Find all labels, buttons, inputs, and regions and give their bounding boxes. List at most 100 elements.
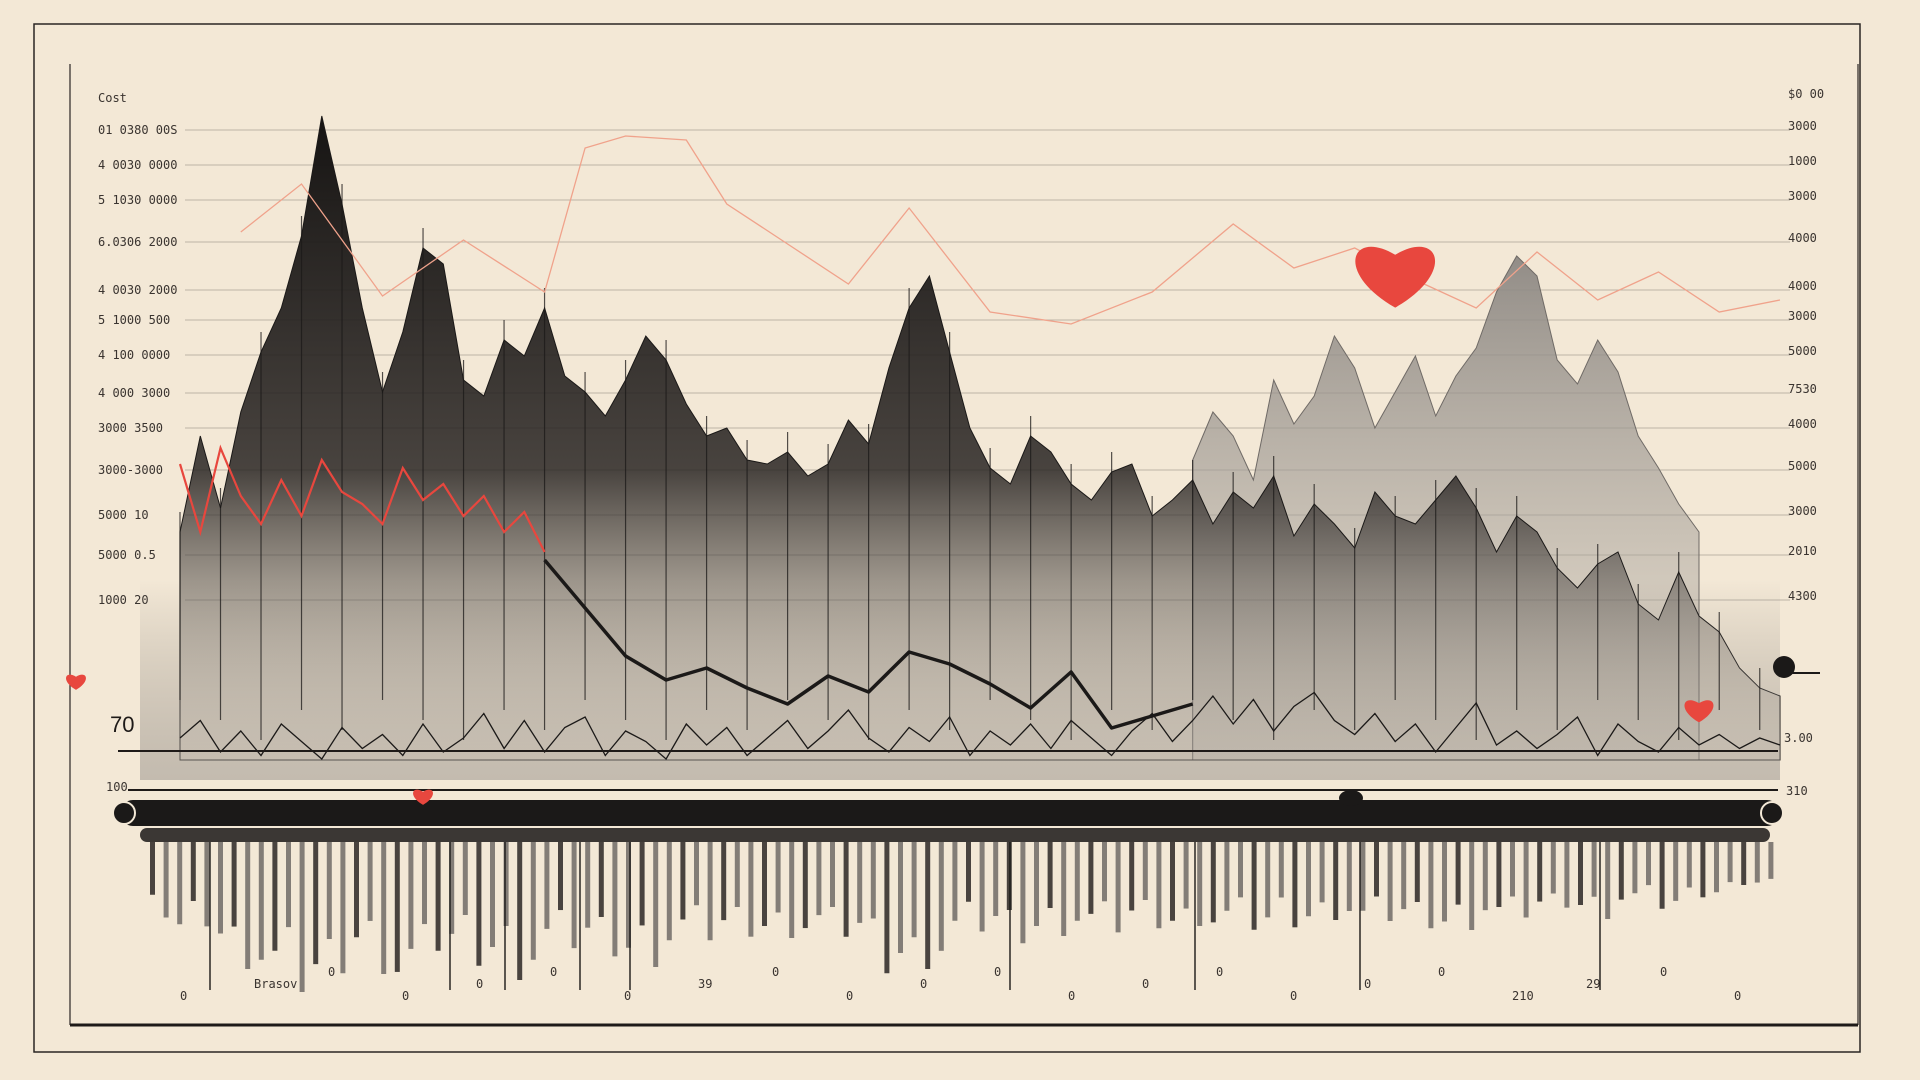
bottom-bar-series (150, 842, 1774, 992)
accent-line-series (178, 444, 546, 553)
bottom-bar (694, 842, 699, 906)
vertical-spikes (179, 184, 1761, 740)
bottom-bar (626, 842, 631, 948)
bottom-bar (394, 842, 400, 972)
left-tick-label: 5000 0.5 (98, 548, 156, 562)
bottom-bar (299, 842, 305, 992)
zigzag-series (179, 691, 1781, 761)
bottom-bar (816, 842, 822, 916)
bottom-bar (1618, 842, 1624, 900)
bottom-bar (1537, 842, 1543, 902)
bottom-bar (435, 842, 441, 951)
bottom-bar (1156, 842, 1162, 929)
bottom-label: 0 (1290, 989, 1297, 1003)
bottom-label: 0 (1660, 965, 1667, 979)
bottom-label: 0 (624, 989, 631, 1003)
bottom-bar (1673, 842, 1679, 901)
bottom-bar (367, 842, 373, 921)
bottom-bar (1414, 842, 1420, 902)
right-tick-label: 4000 (1788, 279, 1817, 293)
bottom-label: 0 (994, 965, 1001, 979)
bottom-bar (1482, 842, 1488, 911)
bottom-bar (1401, 842, 1407, 910)
bottom-bar (1686, 842, 1692, 888)
bottom-bar (530, 842, 536, 960)
bottom-bar (272, 842, 278, 951)
bottom-bar (1047, 842, 1053, 908)
bottom-bar (1088, 842, 1094, 914)
bottom-bar (598, 842, 604, 917)
bottom-label: 0 (1142, 977, 1149, 991)
bottom-bar (1714, 842, 1719, 893)
bottom-bar (1754, 842, 1760, 883)
left-tick-label: 1000 20 (98, 593, 149, 607)
bottom-bar (1659, 842, 1665, 909)
left-tick-label: 5 1030 0000 (98, 193, 177, 207)
bottom-bar (1129, 842, 1135, 911)
bottom-bar (830, 842, 835, 907)
bottom-bar (326, 842, 332, 939)
timeline-left-knob (112, 801, 136, 825)
bottom-bar (993, 842, 999, 916)
bottom-bar (286, 842, 291, 928)
bottom-bar (449, 842, 455, 934)
bottom-bar (1251, 842, 1257, 930)
bottom-bar (1306, 842, 1311, 917)
bottom-bar (1142, 842, 1148, 900)
bottom-bar (313, 842, 319, 965)
bottom-label: 0 (772, 965, 779, 979)
bottom-bar (517, 842, 523, 980)
bottom-label: 210 (1512, 989, 1534, 1003)
bottom-bar (408, 842, 414, 949)
lower-right-label-2: 310 (1786, 784, 1808, 798)
right-tick-label: 3000 (1788, 119, 1817, 133)
bottom-label: Brasov (254, 977, 297, 991)
bottom-label: 0 (1364, 977, 1371, 991)
bottom-label: 0 (328, 965, 335, 979)
right-tick-label: 1000 (1788, 154, 1817, 168)
bottom-bar (544, 842, 550, 929)
lower-right-label-1: 3.00 (1784, 731, 1813, 745)
bottom-bar (1387, 842, 1393, 921)
left-tick-label: 5000 10 (98, 508, 149, 522)
bottom-bar (979, 842, 985, 932)
bottom-bar (775, 842, 781, 913)
right-tick-labels: $0 00 3000 1000 3000 4000 4000 3000 5000 7530 400… (1788, 87, 1824, 603)
bottom-bar (1741, 842, 1747, 885)
heart-marker (413, 789, 434, 805)
bottom-bar (354, 842, 359, 938)
bottom-bar (1224, 842, 1230, 911)
bottom-label: 0 (920, 977, 927, 991)
bold-line-series (543, 558, 1194, 730)
bottom-bar (1442, 842, 1447, 922)
left-tick-label: Cost (98, 91, 127, 105)
bottom-bar (1319, 842, 1325, 903)
bottom-bar (707, 842, 713, 941)
bottom-bar (503, 842, 509, 926)
outer-frame (33, 23, 1861, 1053)
bottom-label: 0 (846, 989, 853, 1003)
bottom-bar (1034, 842, 1039, 926)
bottom-bar (218, 842, 223, 934)
zigzag-line (179, 691, 1781, 761)
bottom-label: 0 (180, 989, 187, 1003)
bottom-bar (1700, 842, 1706, 898)
accent-line (178, 444, 546, 553)
bottom-label: 39 (698, 977, 712, 991)
right-tick-label: $0 00 (1788, 87, 1824, 101)
bottom-bar (1768, 842, 1774, 879)
bottom-bar (1115, 842, 1121, 933)
right-tick-label: 7530 (1788, 382, 1817, 396)
bottom-bar (163, 842, 169, 918)
bottom-bar (1578, 842, 1583, 905)
bottom-bar (585, 842, 591, 928)
bottom-bar (1278, 842, 1284, 898)
bottom-bar (150, 842, 155, 895)
bottom-bar (231, 842, 237, 927)
bottom-bar (925, 842, 931, 969)
bottom-bar (1591, 842, 1597, 897)
bottom-bar (1020, 842, 1026, 944)
bottom-label: 0 (550, 965, 557, 979)
heart-marker (66, 674, 86, 690)
